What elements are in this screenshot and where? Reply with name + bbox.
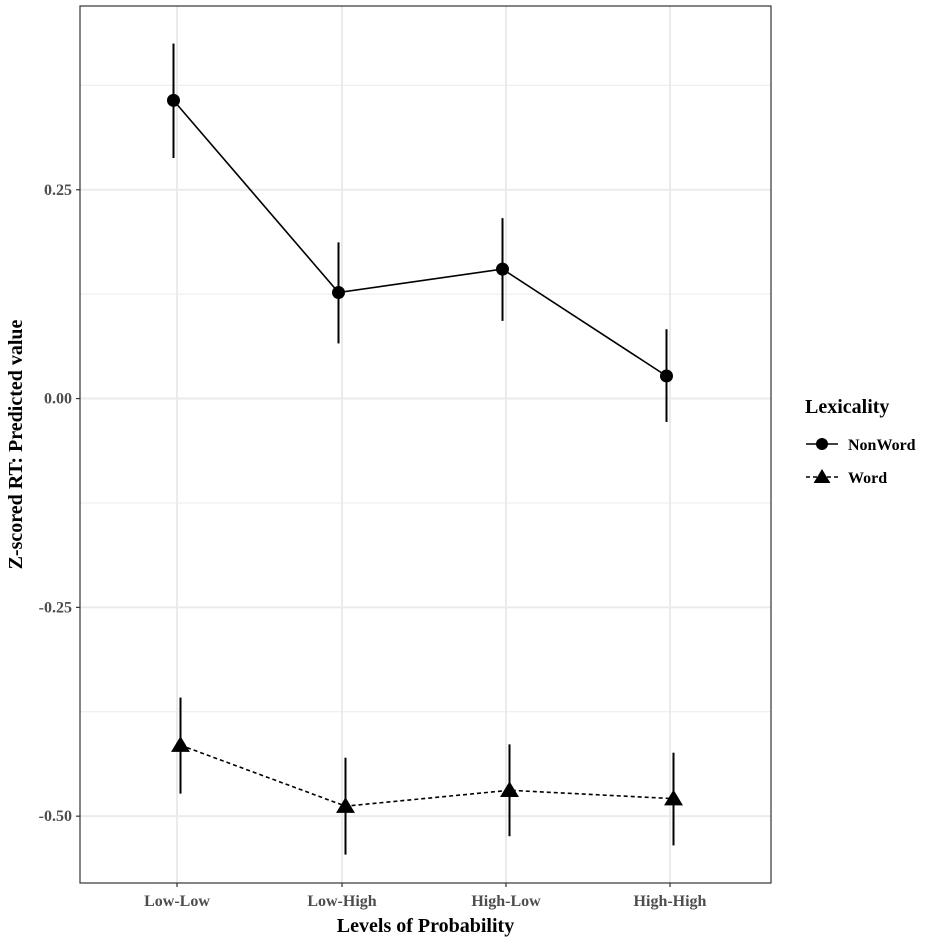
grid-layer [80, 6, 771, 883]
series-nonword [167, 43, 673, 422]
data-point [171, 736, 190, 752]
data-point [336, 797, 355, 813]
y-axis-ticks: 0.25 0.00 -0.25 -0.50 [39, 182, 80, 825]
legend-marker-key [813, 469, 831, 483]
data-point [500, 781, 519, 798]
legend: Lexicality NonWord Word [805, 396, 916, 487]
data-point [167, 93, 180, 107]
y-axis-title: Z-scored RT: Predicted value [5, 319, 27, 569]
x-tick-label: High-High [634, 893, 707, 910]
x-tick-label: Low-High [307, 893, 376, 910]
y-tick-label: 0.00 [44, 391, 72, 408]
x-tick-label: Low-Low [144, 893, 210, 910]
data-point [664, 789, 683, 806]
y-tick-label: -0.50 [39, 808, 72, 825]
series-layer [167, 43, 683, 855]
legend-item-word: Word [806, 469, 887, 487]
legend-title: Lexicality [805, 396, 889, 418]
legend-marker-key [816, 438, 828, 450]
data-point [660, 369, 673, 383]
x-axis-title: Levels of Probability [337, 915, 514, 937]
data-point [496, 262, 509, 276]
y-tick-label: 0.25 [44, 182, 72, 199]
series-line-word [180, 744, 674, 807]
series-word [171, 697, 683, 855]
series-line-nonword [172, 99, 667, 377]
x-tick-label: High-Low [471, 893, 541, 910]
data-point [332, 285, 345, 299]
legend-label: NonWord [848, 437, 916, 454]
legend-item-nonword: NonWord [806, 437, 916, 454]
x-axis-ticks: Low-Low Low-High High-Low High-High [144, 883, 707, 910]
legend-items: NonWord Word [806, 437, 916, 487]
legend-label: Word [848, 470, 887, 487]
panel-border [79, 5, 772, 884]
y-tick-label: -0.25 [39, 599, 72, 616]
